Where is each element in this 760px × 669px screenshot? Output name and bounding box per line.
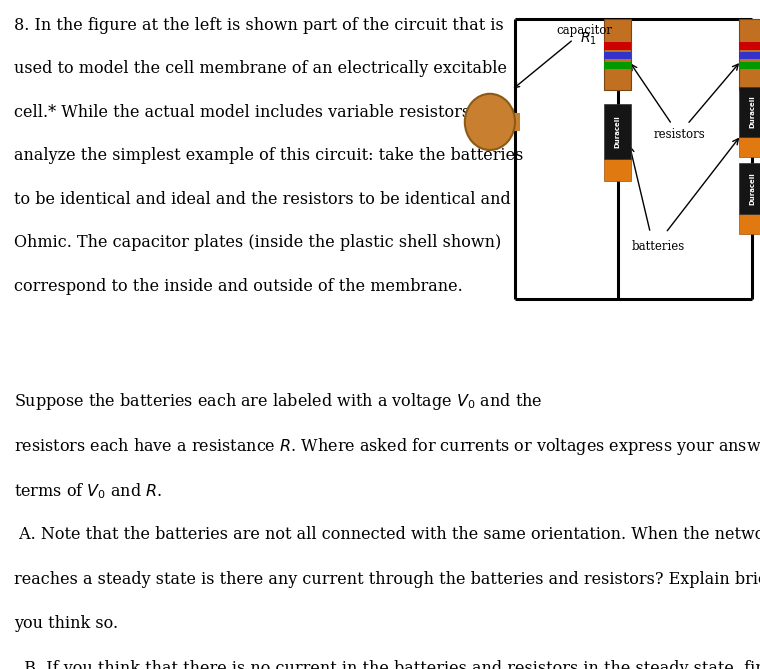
Bar <box>739 52 760 60</box>
Text: cell.* While the actual model includes variable resistors, let’s: cell.* While the actual model includes v… <box>14 104 515 120</box>
Ellipse shape <box>465 94 515 150</box>
Text: resistors: resistors <box>654 128 705 140</box>
Bar <box>739 19 760 90</box>
Text: Ohmic. The capacitor plates (inside the plastic shell shown): Ohmic. The capacitor plates (inside the … <box>14 234 501 251</box>
Text: to be identical and ideal and the resistors to be identical and: to be identical and ideal and the resist… <box>14 191 511 207</box>
Bar <box>603 62 631 70</box>
Bar <box>739 163 760 214</box>
Text: terms of $V_0$ and $R$.: terms of $V_0$ and $R$. <box>14 481 162 500</box>
Bar <box>739 42 760 50</box>
Text: you think so.: you think so. <box>14 615 118 632</box>
Text: Duracell: Duracell <box>749 172 755 205</box>
Bar <box>603 104 631 159</box>
Text: $R_1$: $R_1$ <box>580 31 597 47</box>
Bar <box>739 214 760 233</box>
Bar <box>509 113 520 130</box>
Bar <box>739 86 760 137</box>
Text: Suppose the batteries each are labeled with a voltage $V_0$ and the: Suppose the batteries each are labeled w… <box>14 391 542 412</box>
Text: capacitor: capacitor <box>515 23 613 88</box>
Bar <box>603 52 631 60</box>
Text: 8. In the figure at the left is shown part of the circuit that is: 8. In the figure at the left is shown pa… <box>14 17 503 33</box>
Text: analyze the simplest example of this circuit: take the batteries: analyze the simplest example of this cir… <box>14 147 523 164</box>
Text: resistors each have a resistance $R$. Where asked for currents or voltages expre: resistors each have a resistance $R$. Wh… <box>14 436 760 457</box>
Text: Duracell: Duracell <box>749 96 755 128</box>
Bar <box>603 159 631 181</box>
Text: A. Note that the batteries are not all connected with the same orientation. When: A. Note that the batteries are not all c… <box>14 526 760 543</box>
Text: .B. If you think that there is no current in the batteries and resistors in the : .B. If you think that there is no curren… <box>14 660 760 669</box>
Bar <box>603 19 631 90</box>
Text: used to model the cell membrane of an electrically excitable: used to model the cell membrane of an el… <box>14 60 507 77</box>
Text: batteries: batteries <box>632 240 685 253</box>
Text: Duracell: Duracell <box>615 116 620 148</box>
Bar <box>603 42 631 50</box>
Bar <box>739 137 760 157</box>
Text: reaches a steady state is there any current through the batteries and resistors?: reaches a steady state is there any curr… <box>14 571 760 587</box>
Text: correspond to the inside and outside of the membrane.: correspond to the inside and outside of … <box>14 278 462 294</box>
Bar <box>739 62 760 70</box>
